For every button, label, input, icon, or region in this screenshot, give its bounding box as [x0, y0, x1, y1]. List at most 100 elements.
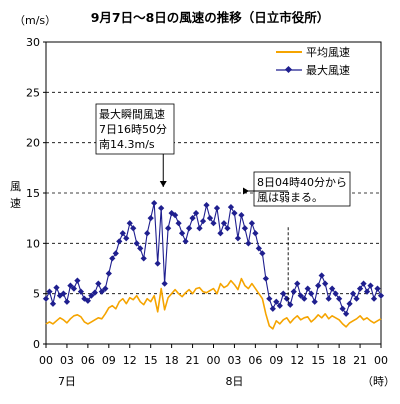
- x-axis-ticks: 00 03 06 09 12 15 18 21 00 03 06 09 12 15 18 21 00 7日 8日: [39, 344, 388, 388]
- max-point-72: [294, 280, 301, 287]
- max-point-22: [119, 230, 126, 237]
- x-tick-label-16: 00: [374, 354, 388, 367]
- y-tick-label-20: 20: [26, 137, 40, 150]
- max-point-76: [308, 290, 315, 297]
- x-tick-label-10: 06: [248, 354, 262, 367]
- max-point-63: [262, 275, 269, 282]
- max-point-83: [332, 290, 339, 297]
- x-tick-label-7: 21: [186, 354, 200, 367]
- max-point-70: [287, 301, 294, 308]
- chart-title: 9月7日～8日の風速の推移（日立市役所）: [91, 10, 330, 25]
- max-point-64: [266, 295, 273, 302]
- y-axis-ticks: 0 5 10 15 20 25 30: [26, 36, 46, 351]
- max-point-77: [311, 298, 318, 305]
- max-point-89: [353, 295, 360, 302]
- max-point-37: [172, 212, 179, 219]
- max-point-58: [245, 240, 252, 247]
- max-point-81: [325, 295, 332, 302]
- legend-max-marker: [284, 65, 293, 74]
- x-tick-label-3: 09: [102, 354, 116, 367]
- y-tick-label-5: 5: [33, 288, 40, 301]
- y-tick-label-10: 10: [26, 237, 40, 250]
- max-point-20: [112, 250, 119, 257]
- x-tick-label-11: 09: [269, 354, 283, 367]
- max-point-47: [206, 215, 214, 222]
- max-point-65: [269, 305, 276, 312]
- x-tick-label-6: 18: [165, 354, 179, 367]
- max-point-69: [283, 295, 290, 302]
- annotation-2-line-0: 8日04時40分から: [257, 176, 347, 189]
- max-point-53: [227, 203, 235, 211]
- x-tick-label-1: 03: [60, 354, 74, 367]
- annotation-1-box: [95, 103, 175, 155]
- max-point-39: [178, 230, 186, 237]
- x-tick-label-8: 00: [207, 354, 221, 367]
- max-point-24: [126, 220, 133, 227]
- y-tick-label-25: 25: [26, 86, 40, 99]
- x-day-label-0: 7日: [58, 375, 76, 388]
- legend: 平均風速 最大風速: [276, 46, 350, 77]
- annotation-1-line-0: 最大瞬間風速: [99, 107, 165, 121]
- max-point-54: [231, 210, 238, 217]
- max-point-71: [290, 288, 297, 295]
- annotation-2-box: [253, 171, 351, 207]
- max-point-48: [210, 220, 217, 227]
- annotation-1-line-1: 7日16時50分: [99, 123, 167, 136]
- max-point-68: [280, 290, 287, 297]
- max-point-75: [304, 285, 311, 292]
- max-point-82: [329, 285, 336, 292]
- max-point-92: [363, 288, 371, 295]
- max-point-79: [318, 272, 325, 279]
- max-point-52: [224, 225, 231, 232]
- max-point-73: [297, 292, 304, 299]
- y-unit-label: （m/s）: [14, 14, 56, 27]
- max-point-95: [374, 285, 381, 292]
- legend-avg-label: 平均風速: [306, 46, 350, 59]
- max-point-78: [315, 282, 322, 289]
- x-tick-label-2: 06: [81, 354, 95, 367]
- max-point-23: [123, 235, 130, 242]
- x-day-label-1: 8日: [225, 375, 243, 388]
- max-point-91: [360, 280, 367, 287]
- y-tick-label-30: 30: [26, 36, 40, 49]
- max-point-94: [370, 295, 378, 302]
- max-point-67: [276, 302, 283, 309]
- x-tick-label-13: 15: [311, 354, 325, 367]
- y-axis-label-char-2: 速: [10, 197, 21, 210]
- max-point-46: [203, 201, 210, 209]
- max-point-86: [342, 310, 350, 317]
- x-tick-label-5: 15: [144, 354, 158, 367]
- x-tick-label-15: 21: [353, 354, 367, 367]
- x-tick-label-9: 03: [227, 354, 241, 367]
- max-point-74: [301, 295, 308, 302]
- annotation-1-line-2: 南14.3m/s: [99, 138, 155, 151]
- annotation-2-line-1: 風は弱まる。: [257, 191, 323, 204]
- x-unit-label: （時）: [362, 375, 395, 388]
- y-axis-label-char-1: 風: [10, 180, 21, 193]
- max-point-87: [346, 300, 353, 307]
- max-point-32: [154, 260, 161, 267]
- max-point-43: [192, 210, 200, 217]
- annotation-1-arrowhead: [159, 180, 167, 187]
- max-point-31: [151, 199, 158, 207]
- max-point-85: [339, 305, 346, 312]
- y-tick-label-15: 15: [26, 187, 40, 200]
- annotation-2-arrowhead: [243, 187, 249, 195]
- max-point-25: [130, 225, 137, 232]
- max-point-51: [220, 220, 228, 227]
- max-point-80: [322, 280, 329, 287]
- max-point-66: [273, 298, 280, 305]
- max-point-27: [137, 245, 144, 252]
- x-tick-label-4: 12: [123, 354, 137, 367]
- max-point-96: [377, 292, 385, 299]
- max-point-90: [356, 285, 364, 292]
- series-maximum: [42, 199, 385, 317]
- y-tick-label-0: 0: [33, 338, 40, 351]
- legend-max-label: 最大風速: [306, 63, 350, 77]
- max-point-93: [367, 282, 374, 289]
- x-tick-label-0: 00: [39, 354, 53, 367]
- max-point-45: [199, 218, 207, 225]
